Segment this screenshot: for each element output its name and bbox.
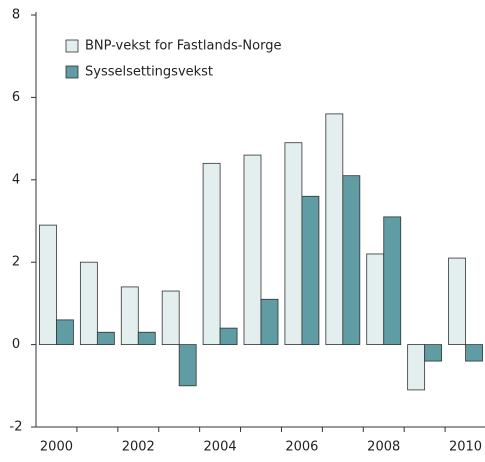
bar: [448, 257, 466, 345]
y-tick-label: 8: [12, 8, 20, 23]
bar: [424, 344, 443, 362]
x-tick-label: 2004: [204, 440, 237, 455]
bar: [202, 162, 221, 346]
bar: [465, 344, 483, 362]
bar: [96, 331, 115, 345]
bar: [342, 175, 361, 345]
bar: [178, 344, 197, 387]
bar: [161, 290, 180, 346]
bar: [243, 154, 262, 346]
y-tick-label: 2: [12, 255, 20, 270]
bar: [325, 113, 344, 345]
bar: [366, 253, 385, 346]
y-tick-label: 6: [12, 90, 20, 105]
y-tick-label: 0: [12, 337, 20, 352]
legend-swatch: [65, 65, 79, 79]
y-tick-label: 4: [12, 172, 20, 187]
y-tick-label: -2: [10, 420, 23, 435]
bar: [301, 195, 320, 346]
legend-swatch: [65, 39, 79, 53]
bar: [219, 327, 238, 345]
bar: [120, 286, 139, 346]
bar: [39, 224, 57, 345]
x-tick-label: 2008: [367, 440, 400, 455]
bar: [407, 344, 426, 391]
x-tick-label: 2002: [122, 440, 155, 455]
legend-label: Sysselsettingsvekst: [85, 65, 213, 80]
x-tick-label: 2010: [449, 440, 482, 455]
bar: [284, 142, 303, 346]
bar: [383, 216, 402, 346]
bar: [56, 319, 74, 346]
bar: [260, 298, 279, 345]
legend-label: BNP-vekst for Fastlands-Norge: [85, 39, 281, 54]
bar: [79, 261, 98, 346]
x-tick-label: 2000: [40, 440, 73, 455]
bar: [137, 331, 156, 345]
x-tick-label: 2006: [285, 440, 318, 455]
